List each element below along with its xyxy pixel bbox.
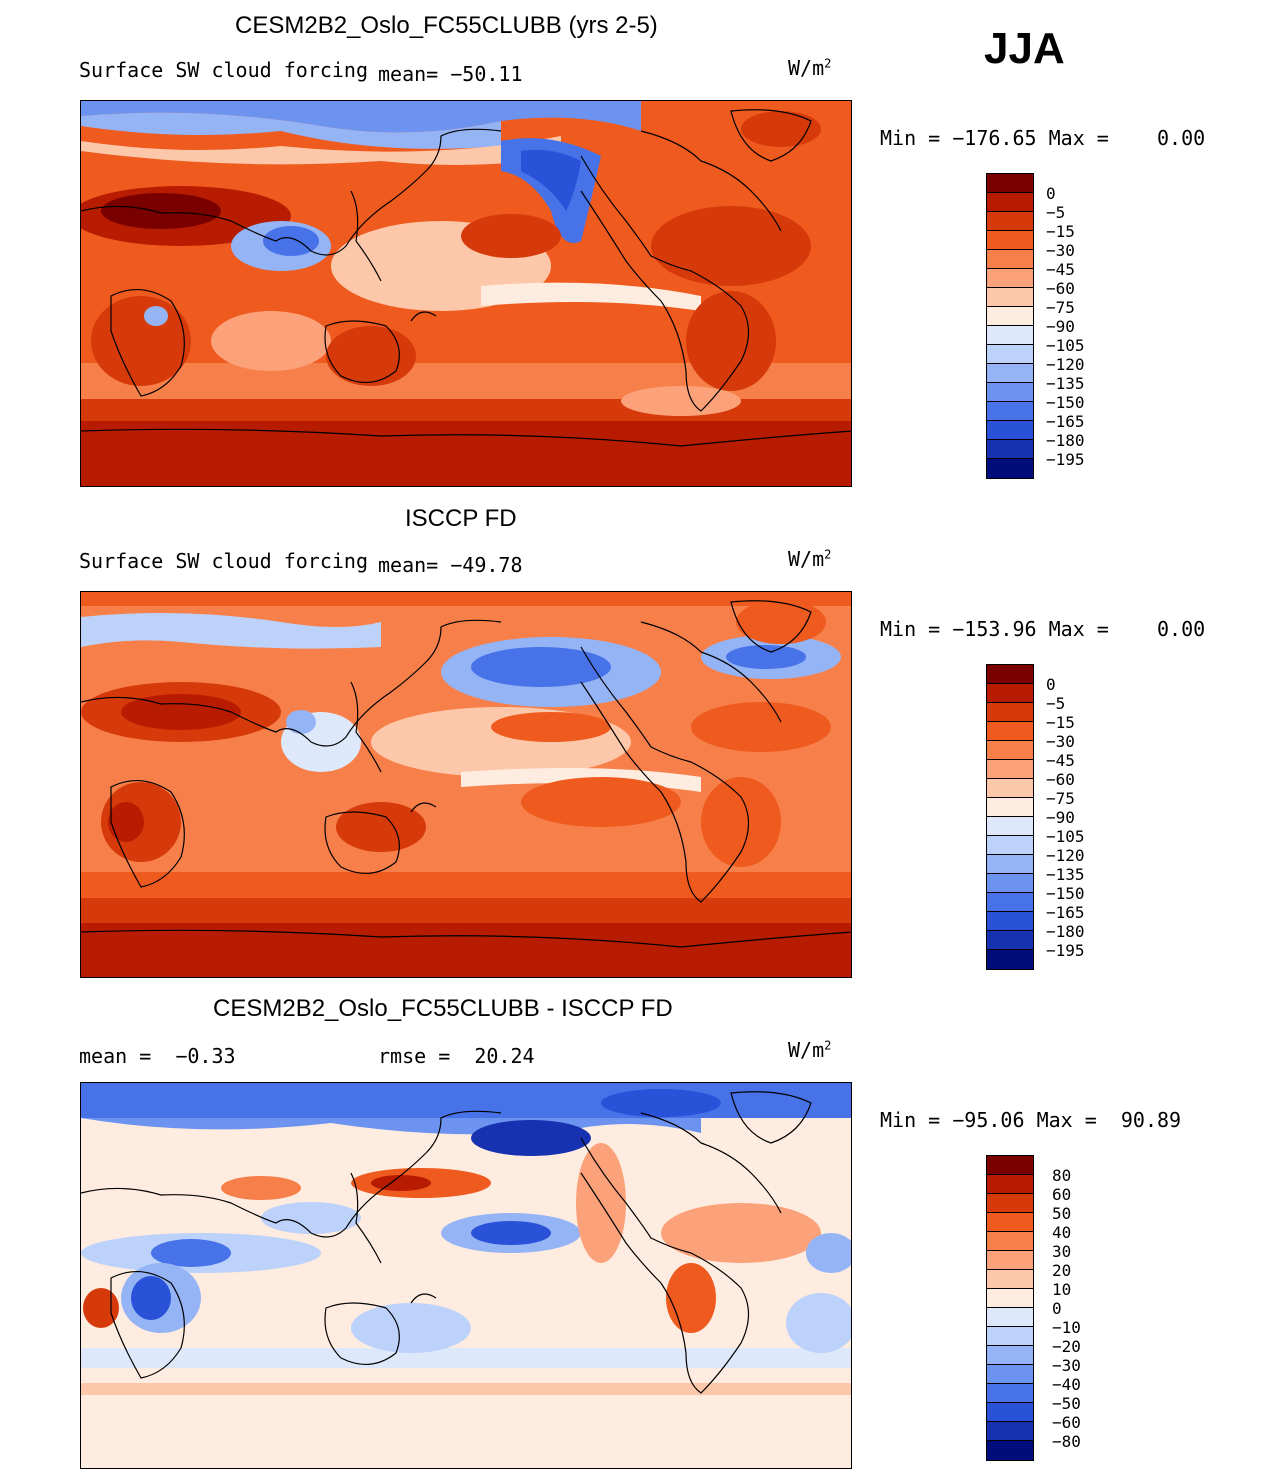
colorbar-level: 80 <box>1052 1166 1072 1185</box>
colorbar-level: −30 <box>1046 241 1075 260</box>
colorbar-level: −20 <box>1052 1337 1081 1356</box>
colorbar-level: −60 <box>1046 279 1075 298</box>
colorbar-level: −50 <box>1052 1394 1081 1413</box>
colorbar-level: 60 <box>1052 1185 1072 1204</box>
panel-1-map-svg <box>81 101 851 486</box>
panel-1-title: CESM2B2_Oslo_FC55CLUBB (yrs 2-5) <box>235 12 658 39</box>
colorbar-level: 50 <box>1052 1204 1072 1223</box>
panel-2-title: ISCCP FD <box>405 505 517 532</box>
colorbar-level: −40 <box>1052 1375 1081 1394</box>
colorbar-level: −180 <box>1046 431 1085 450</box>
colorbar-level: −15 <box>1046 222 1075 241</box>
colorbar-level: −135 <box>1046 374 1085 393</box>
colorbar-level: −75 <box>1046 298 1075 317</box>
panel-2-minmax: Min = −153.96 Max = 0.00 <box>880 617 1206 641</box>
panel-2-map-svg <box>81 592 851 977</box>
colorbar-level: −75 <box>1046 789 1075 808</box>
colorbar-level: −60 <box>1046 770 1075 789</box>
colorbar-level: −5 <box>1046 694 1066 713</box>
colorbar-level: −80 <box>1052 1432 1081 1451</box>
colorbar-level: −60 <box>1052 1413 1081 1432</box>
colorbar-level: −45 <box>1046 260 1075 279</box>
colorbar-level: −90 <box>1046 317 1075 336</box>
panel-1-units: W/m2 <box>788 56 832 80</box>
colorbar-level: −105 <box>1046 827 1085 846</box>
colorbar-level: −105 <box>1046 336 1085 355</box>
colorbar-level: 0 <box>1052 1299 1062 1318</box>
panel-1-mean: mean= −50.11 <box>378 62 523 86</box>
panel-2-mean: mean= −49.78 <box>378 553 523 577</box>
panel-3-map-svg <box>81 1083 851 1468</box>
panel-2-colorbar-labels: 0 −5 −15 −30 −45 −60 −75 −90 −105 −120 −135 −1… <box>1046 675 1085 960</box>
colorbar-level: −195 <box>1046 941 1085 960</box>
panel-3-rmse: rmse = 20.24 <box>378 1044 535 1068</box>
colorbar-level: −180 <box>1046 922 1085 941</box>
colorbar-level: −195 <box>1046 450 1085 469</box>
panel-2-colorbar <box>986 664 1034 970</box>
panel-3-units: W/m2 <box>788 1038 832 1062</box>
panel-1-colorbar <box>986 173 1034 479</box>
season-label: JJA <box>984 24 1065 73</box>
colorbar-level: −165 <box>1046 903 1085 922</box>
colorbar-level: −150 <box>1046 393 1085 412</box>
colorbar-level: −5 <box>1046 203 1066 222</box>
panel-1-map <box>80 100 852 487</box>
colorbar-level: 30 <box>1052 1242 1072 1261</box>
colorbar-level: −165 <box>1046 412 1085 431</box>
colorbar-level: −45 <box>1046 751 1075 770</box>
panel-1-colorbar-labels: 0 −5 −15 −30 −45 −60 −75 −90 −105 −120 −135 −1… <box>1046 184 1085 469</box>
panel-2-map <box>80 591 852 978</box>
panel-3-title: CESM2B2_Oslo_FC55CLUBB - ISCCP FD <box>213 995 673 1022</box>
panel-3-colorbar <box>986 1155 1034 1461</box>
colorbar-level: −30 <box>1052 1356 1081 1375</box>
colorbar-level: −15 <box>1046 713 1075 732</box>
panel-2-variable: Surface SW cloud forcing <box>79 549 368 573</box>
colorbar-level: 10 <box>1052 1280 1072 1299</box>
colorbar-level: 20 <box>1052 1261 1072 1280</box>
colorbar-level: −10 <box>1052 1318 1081 1337</box>
panel-1-minmax: Min = −176.65 Max = 0.00 <box>880 126 1206 150</box>
colorbar-level: 40 <box>1052 1223 1072 1242</box>
colorbar-level: −90 <box>1046 808 1075 827</box>
panel-1-variable: Surface SW cloud forcing <box>79 58 368 82</box>
panel-2-units: W/m2 <box>788 547 832 571</box>
colorbar-level: −30 <box>1046 732 1075 751</box>
colorbar-level: 0 <box>1046 675 1056 694</box>
colorbar-level: −150 <box>1046 884 1085 903</box>
panel-3-mean: mean = −0.33 <box>79 1044 236 1068</box>
colorbar-level: 0 <box>1046 184 1056 203</box>
colorbar-level: −120 <box>1046 355 1085 374</box>
colorbar-level: −120 <box>1046 846 1085 865</box>
panel-3-map <box>80 1082 852 1469</box>
panel-3-minmax: Min = −95.06 Max = 90.89 <box>880 1108 1182 1132</box>
panel-3-colorbar-labels: 80 60 50 40 30 20 10 0 −10 −20 −30 −40 −50 −60 … <box>1052 1166 1081 1451</box>
colorbar-level: −135 <box>1046 865 1085 884</box>
